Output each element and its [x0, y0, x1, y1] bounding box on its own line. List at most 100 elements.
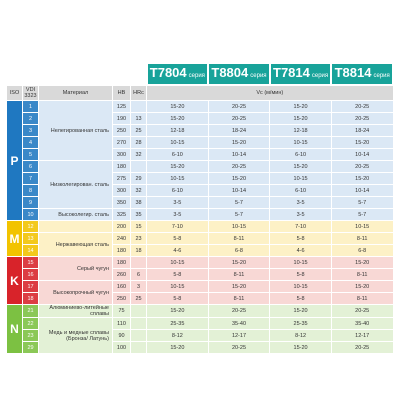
vc-cell: 10-14: [207, 184, 271, 197]
series-code: T8804: [211, 64, 249, 80]
series-header: T7804 серия: [145, 62, 210, 86]
vc-cell: 15-20: [146, 304, 209, 318]
vc-cell: 12-17: [207, 329, 271, 342]
hb-cell: 275: [112, 172, 131, 185]
hb-cell: 325: [112, 208, 131, 221]
vc-cell: 10-15: [146, 256, 209, 269]
material-header: Материал: [38, 84, 113, 101]
vc-header: Vc (м/мин): [146, 84, 394, 101]
vc-cell: 15-20: [207, 172, 271, 185]
series-suffix: серия: [250, 72, 267, 79]
vc-cell: 5-7: [207, 196, 271, 209]
vc-cell: 10-14: [330, 184, 394, 197]
vc-cell: 15-20: [207, 256, 271, 269]
material-cell: Нелегированная сталь: [38, 100, 113, 161]
vdi-header: VDI 3323: [22, 84, 39, 101]
vdi-cell: 1: [22, 100, 39, 113]
vdi-cell: 13: [22, 232, 39, 245]
vc-cell: 15-20: [269, 100, 332, 113]
material-cell: Серый чугун: [38, 256, 113, 281]
vc-cell: 20-25: [207, 304, 271, 318]
hb-cell: 160: [112, 280, 131, 293]
vc-cell: 12-18: [146, 124, 209, 137]
vc-cell: 4-6: [146, 244, 209, 257]
hb-cell: 75: [112, 304, 131, 318]
hb-cell: 125: [112, 100, 131, 113]
vdi-cell: 12: [22, 220, 39, 233]
material-row: 7 275 29 10-15 15-20 10-15 15-20: [6, 172, 394, 185]
material-cell: [38, 220, 113, 233]
material-cell: Алюминиево-литейные сплавы: [38, 304, 113, 318]
vc-cell: 10-15: [269, 172, 332, 185]
vc-cell: 3-5: [269, 208, 332, 221]
vc-cell: 7-10: [269, 220, 332, 233]
hrc-cell: 32: [129, 148, 148, 161]
series-code: T7804: [149, 64, 187, 80]
header-row: ISO VDI 3323 Материал HB HRc Vc (м/мин): [6, 84, 394, 101]
hb-cell: 190: [112, 112, 131, 125]
series-header: T8804 серия: [207, 62, 271, 86]
vc-cell: 6-10: [146, 148, 209, 161]
vc-cell: 20-25: [207, 100, 271, 113]
vc-cell: 8-11: [330, 268, 394, 281]
material-row: 13 Нержавеющая сталь 240 23 5-8 8-11 5-8 8-11: [6, 232, 394, 257]
vc-cell: 10-15: [269, 136, 332, 149]
material-row: 6 Низколегирован. сталь 180 15-20 20-25 15-20…: [6, 160, 394, 209]
series-suffix: серия: [311, 72, 329, 79]
vc-cell: 15-20: [330, 280, 394, 293]
vdi-cell: 9: [22, 196, 39, 209]
vc-cell: 8-12: [269, 329, 332, 342]
vc-cell: 6-10: [269, 184, 332, 197]
hrc-cell: 38: [129, 196, 148, 209]
vc-cell: 35-40: [207, 317, 271, 330]
vc-cell: 8-11: [207, 232, 271, 245]
vc-cell: 10-14: [330, 148, 394, 161]
hb-cell: 250: [112, 292, 131, 305]
series-code: T7814: [273, 64, 310, 80]
iso-cell: M: [6, 220, 23, 257]
material-row: 17 Высокопрочный чугун 160 3 10-15 15-20 10-15…: [6, 280, 394, 305]
hb-cell: 180: [112, 244, 131, 257]
hrc-cell: 18: [129, 244, 148, 257]
vdi-cell: 14: [22, 244, 39, 257]
material-row: P 1 Нелегированная сталь 125 15-20 20-25 15-20…: [6, 100, 394, 221]
vdi-cell: 23: [22, 329, 39, 342]
hrc-cell: 13: [129, 112, 148, 125]
material-row: 10 Высоколегир. сталь 325 35 3-5 5-7 3-5 5-7: [6, 208, 394, 221]
iso-cell: N: [6, 304, 23, 354]
hb-cell: 240: [112, 232, 131, 245]
vc-cell: 15-20: [330, 172, 394, 185]
vdi-cell: 4: [22, 136, 39, 149]
hrc-cell: 6: [129, 268, 148, 281]
vc-cell: 20-25: [207, 112, 271, 125]
hrc-cell: 35: [129, 208, 148, 221]
speed-table: T7804 серия T8804 серия T7814 серия T8814 серия…: [6, 62, 394, 354]
vc-cell: 15-20: [146, 100, 209, 113]
vc-cell: 5-8: [269, 292, 332, 305]
material-row: M 12 200 15 7-10 10-15 7-10 10-15: [6, 220, 394, 257]
vc-cell: 20-25: [330, 304, 394, 318]
vc-cell: 7-10: [146, 220, 209, 233]
material-row: N 21 Алюминиево-литейные сплавы 75 15-20 20-2…: [6, 304, 394, 354]
hrc-cell: 23: [129, 232, 148, 245]
vc-cell: 12-18: [269, 124, 332, 137]
vdi-cell: 18: [22, 292, 39, 305]
hb-cell: 350: [112, 196, 131, 209]
hrc-cell: [129, 329, 148, 342]
vc-cell: 8-11: [207, 292, 271, 305]
vc-cell: 18-24: [330, 124, 394, 137]
vc-cell: 3-5: [146, 208, 209, 221]
series-suffix: серия: [373, 72, 390, 79]
vc-cell: 6-8: [207, 244, 271, 257]
iso-header: ISO: [6, 84, 23, 101]
vc-cell: 35-40: [330, 317, 394, 330]
vdi-cell: 7: [22, 172, 39, 185]
vc-cell: 4-6: [269, 244, 332, 257]
hb-cell: 180: [112, 160, 131, 173]
hrc-cell: [129, 341, 148, 354]
hb-cell: 180: [112, 256, 131, 269]
vc-cell: 5-8: [146, 268, 209, 281]
hrc-cell: [129, 256, 148, 269]
vc-cell: 15-20: [269, 112, 332, 125]
